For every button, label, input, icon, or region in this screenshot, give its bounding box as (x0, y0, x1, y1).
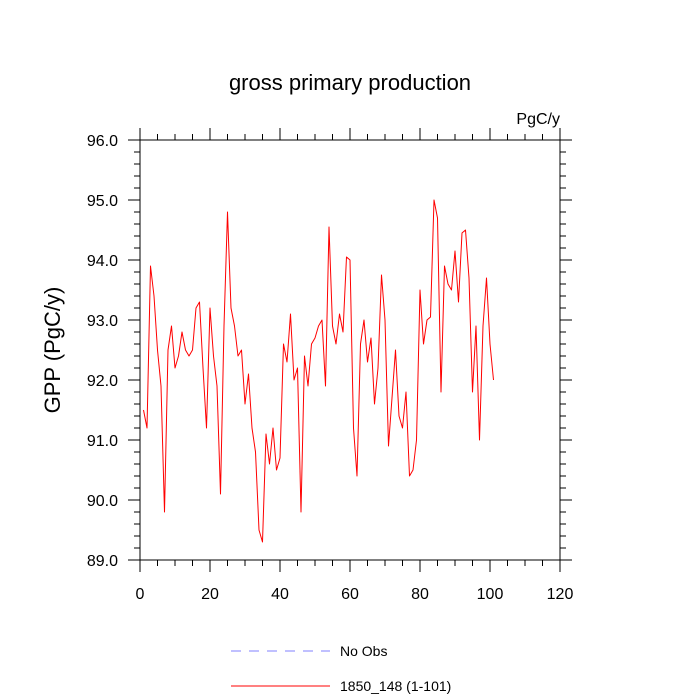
y-tick-labels: 89.0 90.0 91.0 92.0 93.0 94.0 95.0 96.0 (87, 133, 118, 570)
y-tick-label: 92.0 (87, 373, 118, 390)
chart-title: gross primary production (229, 70, 471, 95)
y-tick-label: 90.0 (87, 493, 118, 510)
units-label: PgC/y (516, 111, 560, 128)
y-axis-label: GPP (PgC/y) (40, 287, 65, 414)
x-tick-label: 60 (341, 586, 359, 603)
x-tick-label: 20 (201, 586, 219, 603)
legend-label-model: 1850_148 (1-101) (340, 678, 451, 694)
series-line-1850-148-1-101- (143, 199, 494, 543)
series-layer (143, 199, 494, 543)
legend-label-no-obs: No Obs (340, 643, 387, 659)
x-tick-label: 0 (136, 586, 145, 603)
x-tick-labels: 0 20 40 60 80 100 120 (136, 586, 574, 603)
x-tick-label: 80 (411, 586, 429, 603)
y-tick-label: 95.0 (87, 193, 118, 210)
legend: No Obs 1850_148 (1-101) (231, 643, 451, 694)
x-tick-label: 40 (271, 586, 289, 603)
x-tick-label: 100 (477, 586, 504, 603)
plot-area: 0 20 40 60 80 100 120 89.0 90.0 91.0 92.0 93.0 94.0… (87, 128, 574, 603)
x-tick-label: 120 (547, 586, 574, 603)
y-tick-label: 94.0 (87, 253, 118, 270)
plot-frame (139, 139, 561, 561)
y-tick-label: 93.0 (87, 313, 118, 330)
axis-ticks (128, 128, 572, 572)
y-tick-label: 91.0 (87, 433, 118, 450)
y-tick-label: 96.0 (87, 133, 118, 150)
y-tick-label: 89.0 (87, 553, 118, 570)
